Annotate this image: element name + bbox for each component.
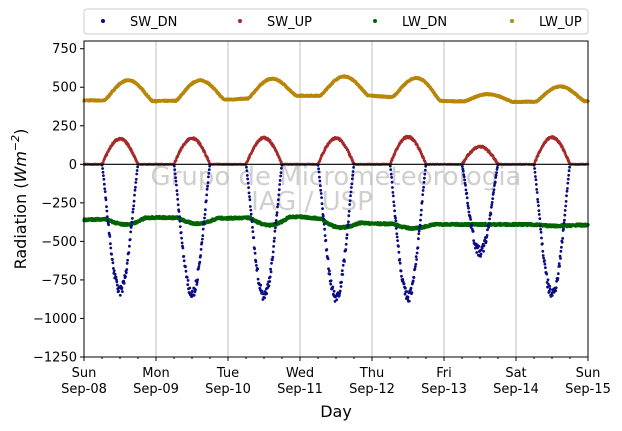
data-point — [174, 158, 178, 162]
grid — [155, 41, 517, 357]
watermark-line-1: Grupo de Micrometeorologia — [151, 162, 522, 192]
data-point — [248, 155, 251, 159]
series-lw-up — [82, 74, 590, 104]
watermark-line-2: IAG / USP — [251, 187, 373, 217]
data-point — [130, 148, 133, 151]
watermark: Grupo de Micrometeorologia IAG / USP — [151, 162, 522, 217]
data-point — [280, 160, 283, 164]
